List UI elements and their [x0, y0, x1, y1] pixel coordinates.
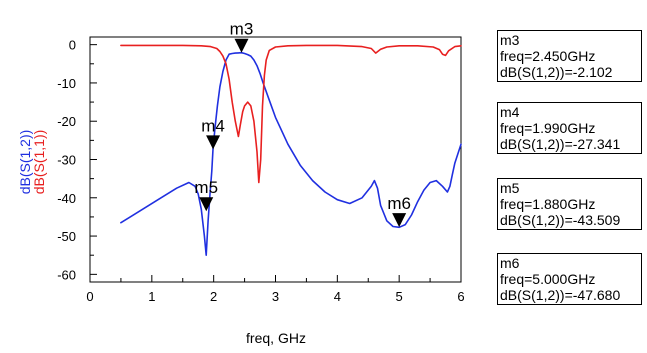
y-axis-title-part: dB(S(1,2)) [17, 130, 33, 195]
series-group [120, 44, 462, 256]
y-axis-title: dB(S(1,2))dB(S(1,1)) [17, 130, 47, 195]
readout-freq: freq=1.990GHz [500, 120, 596, 136]
y-tick-label: -60 [57, 267, 76, 282]
y-tick-labels: 0 -10 -20 -30 -40 -50 -60 [57, 38, 76, 283]
y-tick-label: -20 [57, 114, 76, 129]
readout-freq: freq=1.880GHz [500, 196, 596, 212]
marker-m3-label: m3 [230, 20, 254, 39]
readout-marker: m3 [500, 32, 520, 48]
x-tick-label: 0 [86, 289, 93, 304]
readout-value: dB(S(1,2))=-43.509 [500, 212, 621, 228]
readout-box-m6: m6 freq=5.000GHz dB(S(1,2))=-47.680 [497, 253, 642, 305]
marker-m4-triangle [206, 135, 221, 150]
x-tick-label: 5 [396, 289, 403, 304]
marker-m6-triangle [392, 213, 407, 228]
x-tick-label: 6 [457, 289, 464, 304]
readout-marker: m6 [500, 255, 520, 271]
x-tick-labels: 0 1 2 3 4 5 6 [86, 289, 464, 304]
y-tick-label: 0 [69, 38, 76, 53]
readout-box-m4: m4 freq=1.990GHz dB(S(1,2))=-27.341 [497, 102, 642, 154]
readout-box-m5: m5 freq=1.880GHz dB(S(1,2))=-43.509 [497, 178, 642, 230]
y-tick-label: -50 [57, 229, 76, 244]
series-line-s12 [120, 51, 462, 256]
y-tick-label: -40 [57, 191, 76, 206]
marker-m5-label: m5 [194, 178, 218, 197]
readout-marker: m4 [500, 104, 520, 120]
readout-box-m3: m3 freq=2.450GHz dB(S(1,2))=-2.102 [497, 30, 642, 82]
readout-value: dB(S(1,2))=-2.102 [500, 64, 613, 80]
plot-frame [89, 36, 462, 283]
marker-m3-triangle [234, 38, 249, 53]
y-tick-label: -10 [57, 76, 76, 91]
readout-freq: freq=2.450GHz [500, 48, 596, 64]
y-axis-title-text: dB(S(1,2))dB(S(1,1)) [17, 130, 47, 195]
readout-value: dB(S(1,2))=-47.680 [500, 287, 621, 303]
markers-group: m3 m4 m5 m6 [194, 20, 411, 228]
readout-value: dB(S(1,2))=-27.341 [500, 136, 621, 152]
x-axis-title: freq, GHz [246, 330, 306, 346]
y-axis-title-part: dB(S(1,1)) [31, 130, 47, 195]
readout-freq: freq=5.000GHz [500, 271, 596, 287]
x-tick-label: 1 [148, 289, 155, 304]
y-tick-label: -30 [57, 153, 76, 168]
marker-m5-triangle [199, 197, 214, 212]
x-tick-label: 4 [334, 289, 341, 304]
x-tick-label: 3 [272, 289, 279, 304]
series-line-s11 [120, 44, 462, 184]
marker-m6-label: m6 [387, 194, 411, 213]
x-tick-label: 2 [210, 289, 217, 304]
marker-m4-label: m4 [201, 116, 225, 135]
plot-area-border [89, 36, 462, 283]
readout-marker: m5 [500, 180, 520, 196]
axis-ticks [89, 44, 462, 282]
